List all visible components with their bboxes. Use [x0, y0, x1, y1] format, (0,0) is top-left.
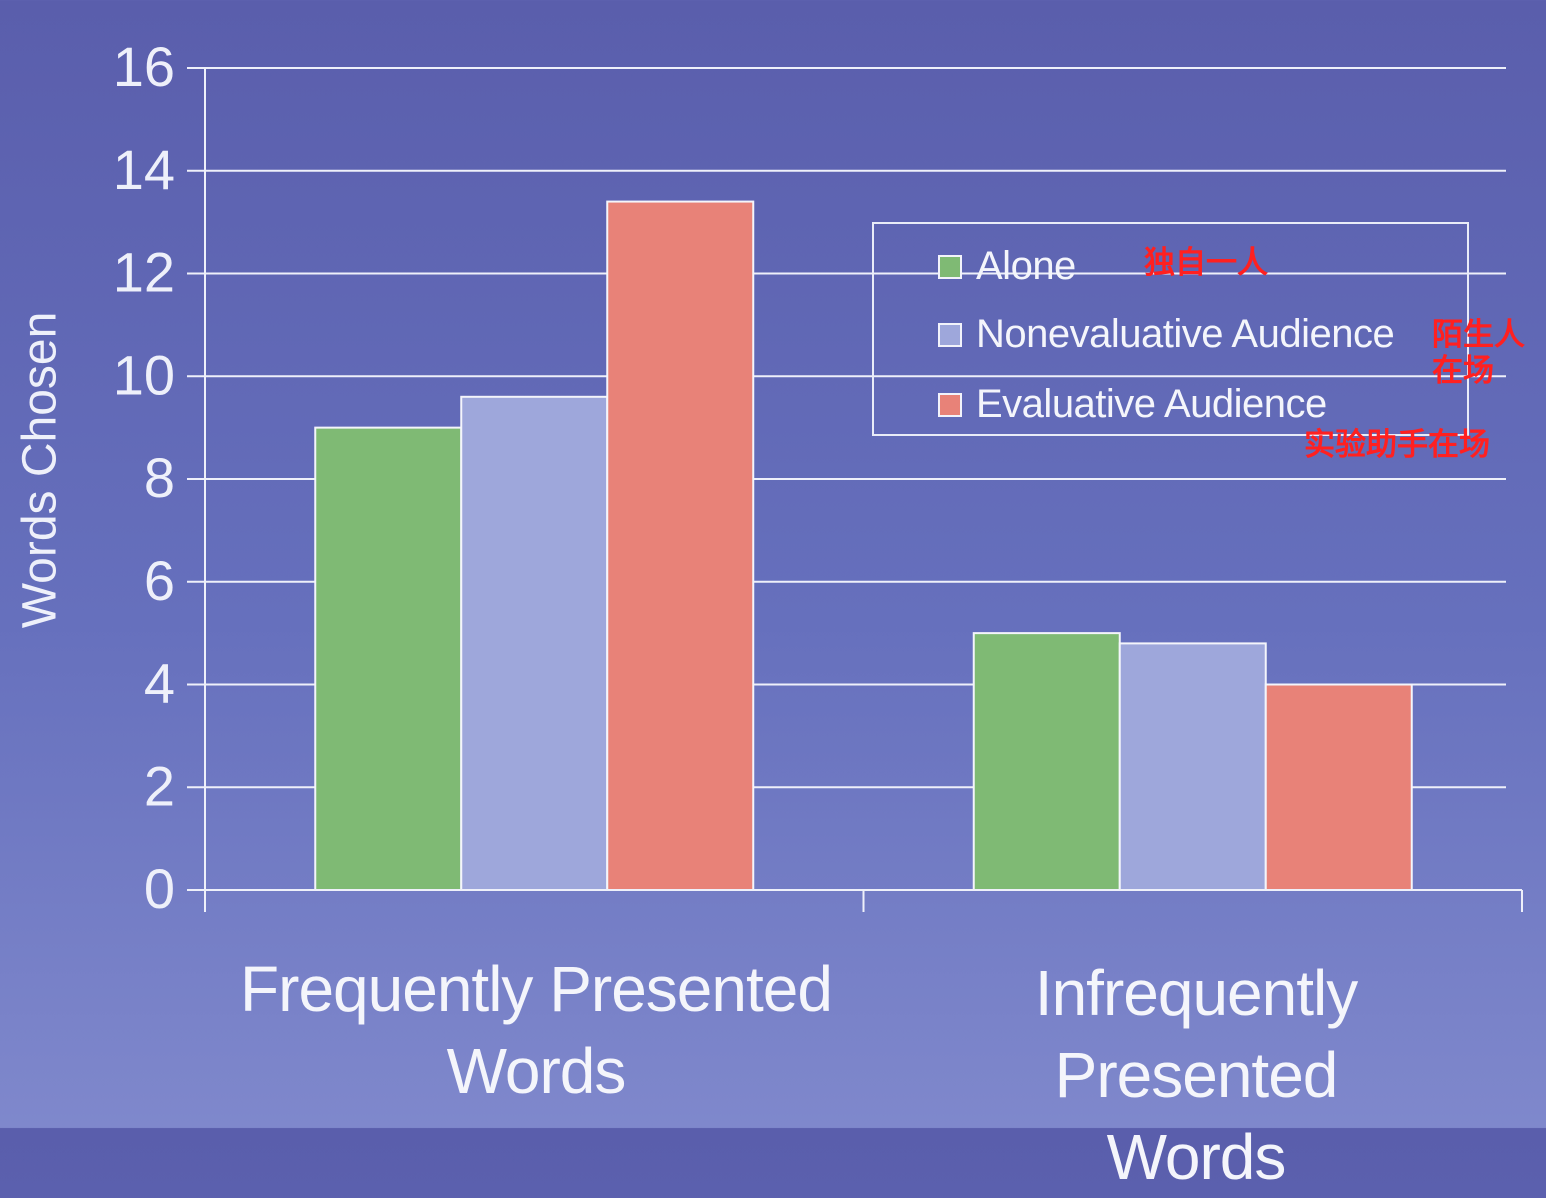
y-tick-label-12: 12 [113, 241, 175, 304]
legend-label-nonevaluative: Nonevaluative Audience [976, 312, 1395, 356]
y-tick-label-10: 10 [113, 343, 175, 406]
x-category-label-infrequent-line1: Infrequently Presented [1034, 957, 1358, 1111]
legend-swatch-evaluative [938, 392, 962, 417]
bar-0-1 [460, 395, 609, 891]
legend-swatch-nonevaluative [938, 322, 962, 347]
legend: Alone Nonevaluative Audience Evaluative … [872, 222, 1469, 436]
annotation-nonevaluative-line1: 陌生人 [1432, 317, 1525, 353]
y-tick-label-4: 4 [144, 652, 175, 715]
annotation-nonevaluative-line2: 在场 [1432, 353, 1494, 389]
bar-1-0 [972, 632, 1121, 891]
legend-label-alone: Alone [976, 244, 1076, 288]
bars [314, 200, 1413, 892]
x-category-label-infrequent: Infrequently Presented Words [890, 952, 1502, 1198]
bar-1-2 [1264, 683, 1413, 891]
legend-item-nonevaluative: Nonevaluative Audience [938, 312, 1395, 357]
x-category-label-frequent-line1: Frequently Presented [240, 953, 833, 1025]
x-category-label-infrequent-line2: Words [1106, 1121, 1287, 1193]
bar-chart: 0 2 4 6 8 10 12 14 16 [113, 35, 1523, 920]
y-tick-labels: 0 2 4 6 8 10 12 14 16 [113, 35, 175, 920]
annotation-evaluative: 实验助手在场 [1304, 427, 1490, 463]
x-category-label-frequent: Frequently Presented Words [236, 948, 836, 1112]
legend-label-evaluative: Evaluative Audience [976, 382, 1327, 426]
y-tick-label-6: 6 [144, 549, 175, 612]
y-tick-label-16: 16 [113, 35, 175, 98]
legend-swatch-alone [938, 254, 962, 279]
chart-slide: 0 2 4 6 8 10 12 14 16 Words Chosen Alone Noneval… [13, 35, 1526, 1193]
y-tick-label-14: 14 [113, 138, 175, 201]
bar-1-1 [1118, 642, 1267, 892]
x-category-label-frequent-line2: Words [446, 1035, 627, 1107]
legend-item-evaluative: Evaluative Audience [938, 382, 1327, 427]
y-axis-label: Words Chosen [13, 311, 67, 629]
y-tick-label-0: 0 [144, 857, 175, 920]
bar-0-2 [606, 200, 755, 891]
legend-item-alone: Alone [938, 244, 1076, 289]
y-tick-label-2: 2 [144, 754, 175, 817]
y-tick-label-8: 8 [144, 446, 175, 509]
bar-0-0 [314, 426, 463, 891]
annotation-alone: 独自一人 [1144, 245, 1268, 281]
axes [187, 68, 1523, 912]
